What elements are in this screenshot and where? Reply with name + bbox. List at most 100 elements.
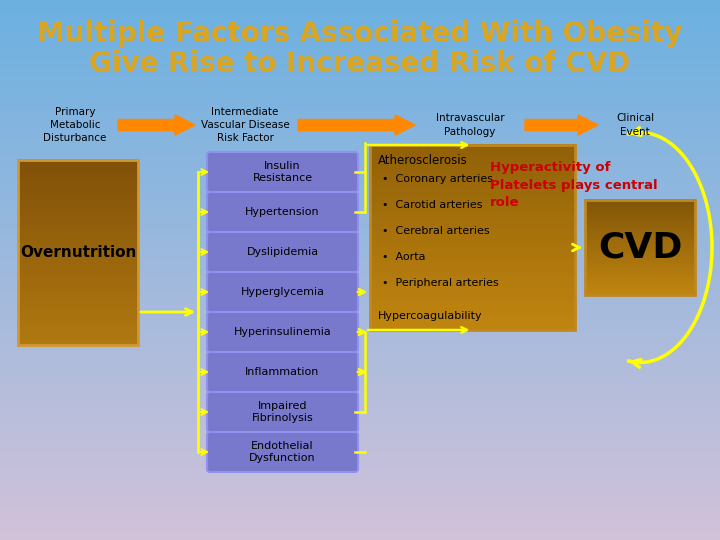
Bar (370, 288, 575, 293)
Bar (0, 471, 720, 475)
Bar (0, 458, 720, 462)
Bar (0, 336, 720, 340)
Bar (370, 240, 575, 245)
Bar (0, 102, 720, 105)
Bar (0, 498, 720, 502)
Bar (0, 466, 720, 470)
Bar (0, 158, 720, 162)
Bar (0, 112, 720, 116)
Bar (370, 188, 575, 193)
Bar (0, 301, 720, 305)
Bar (18, 248, 138, 253)
Bar (18, 255, 138, 260)
Bar (0, 207, 720, 211)
Bar (18, 230, 138, 234)
Bar (0, 212, 720, 216)
Bar (0, 169, 720, 173)
Bar (0, 180, 720, 184)
Bar (585, 211, 695, 214)
Bar (0, 328, 720, 332)
Bar (18, 281, 138, 286)
Bar (0, 253, 720, 256)
Bar (370, 237, 575, 241)
FancyBboxPatch shape (207, 352, 358, 392)
Bar (0, 453, 720, 456)
Bar (0, 104, 720, 108)
Text: Endothelial
Dysfunction: Endothelial Dysfunction (249, 441, 316, 463)
Bar (0, 474, 720, 478)
Bar (0, 258, 720, 262)
Bar (0, 380, 720, 383)
Bar (0, 455, 720, 459)
FancyArrow shape (525, 115, 598, 135)
Bar (0, 72, 720, 76)
Bar (18, 340, 138, 345)
Bar (0, 280, 720, 284)
Bar (0, 439, 720, 443)
Bar (0, 372, 720, 375)
Bar (0, 507, 720, 510)
Bar (0, 91, 720, 94)
Bar (370, 259, 575, 264)
Bar (370, 244, 575, 248)
Bar (0, 482, 720, 486)
Bar (0, 515, 720, 518)
Bar (0, 31, 720, 35)
Bar (0, 369, 720, 373)
Bar (18, 266, 138, 271)
Text: Hyperglycemia: Hyperglycemia (240, 287, 325, 297)
Bar (585, 199, 695, 202)
Bar (370, 196, 575, 200)
Bar (0, 2, 720, 5)
Bar (0, 312, 720, 316)
Bar (370, 229, 575, 234)
Bar (585, 204, 695, 207)
Bar (585, 246, 695, 250)
Bar (370, 251, 575, 256)
Bar (0, 525, 720, 529)
Bar (18, 207, 138, 212)
Bar (585, 208, 695, 212)
Bar (0, 34, 720, 38)
Bar (0, 269, 720, 273)
Bar (18, 185, 138, 190)
Bar (0, 183, 720, 186)
Bar (0, 215, 720, 219)
Bar (370, 248, 575, 252)
Bar (0, 66, 720, 70)
Bar (0, 177, 720, 181)
Bar (0, 477, 720, 481)
FancyArrow shape (298, 115, 415, 135)
Bar (0, 174, 720, 178)
Bar (370, 151, 575, 156)
Bar (18, 204, 138, 208)
Bar (585, 215, 695, 219)
Bar (18, 188, 138, 193)
Text: Inflammation: Inflammation (246, 367, 320, 377)
Bar (0, 342, 720, 346)
Bar (0, 493, 720, 497)
Bar (0, 523, 720, 526)
Bar (370, 255, 575, 260)
Bar (0, 388, 720, 392)
Bar (370, 292, 575, 296)
Bar (585, 266, 695, 269)
Bar (18, 214, 138, 219)
Bar (0, 83, 720, 86)
Bar (18, 303, 138, 308)
Bar (370, 170, 575, 174)
Bar (0, 396, 720, 400)
Bar (0, 404, 720, 408)
Bar (0, 366, 720, 370)
Bar (18, 159, 138, 164)
Bar (0, 250, 720, 254)
Bar (0, 377, 720, 381)
Text: •  Peripheral arteries: • Peripheral arteries (382, 278, 499, 288)
Bar (585, 244, 695, 247)
Bar (0, 161, 720, 165)
Bar (585, 280, 695, 283)
Bar (0, 204, 720, 208)
Bar (18, 174, 138, 179)
Bar (0, 164, 720, 167)
Bar (585, 220, 695, 224)
